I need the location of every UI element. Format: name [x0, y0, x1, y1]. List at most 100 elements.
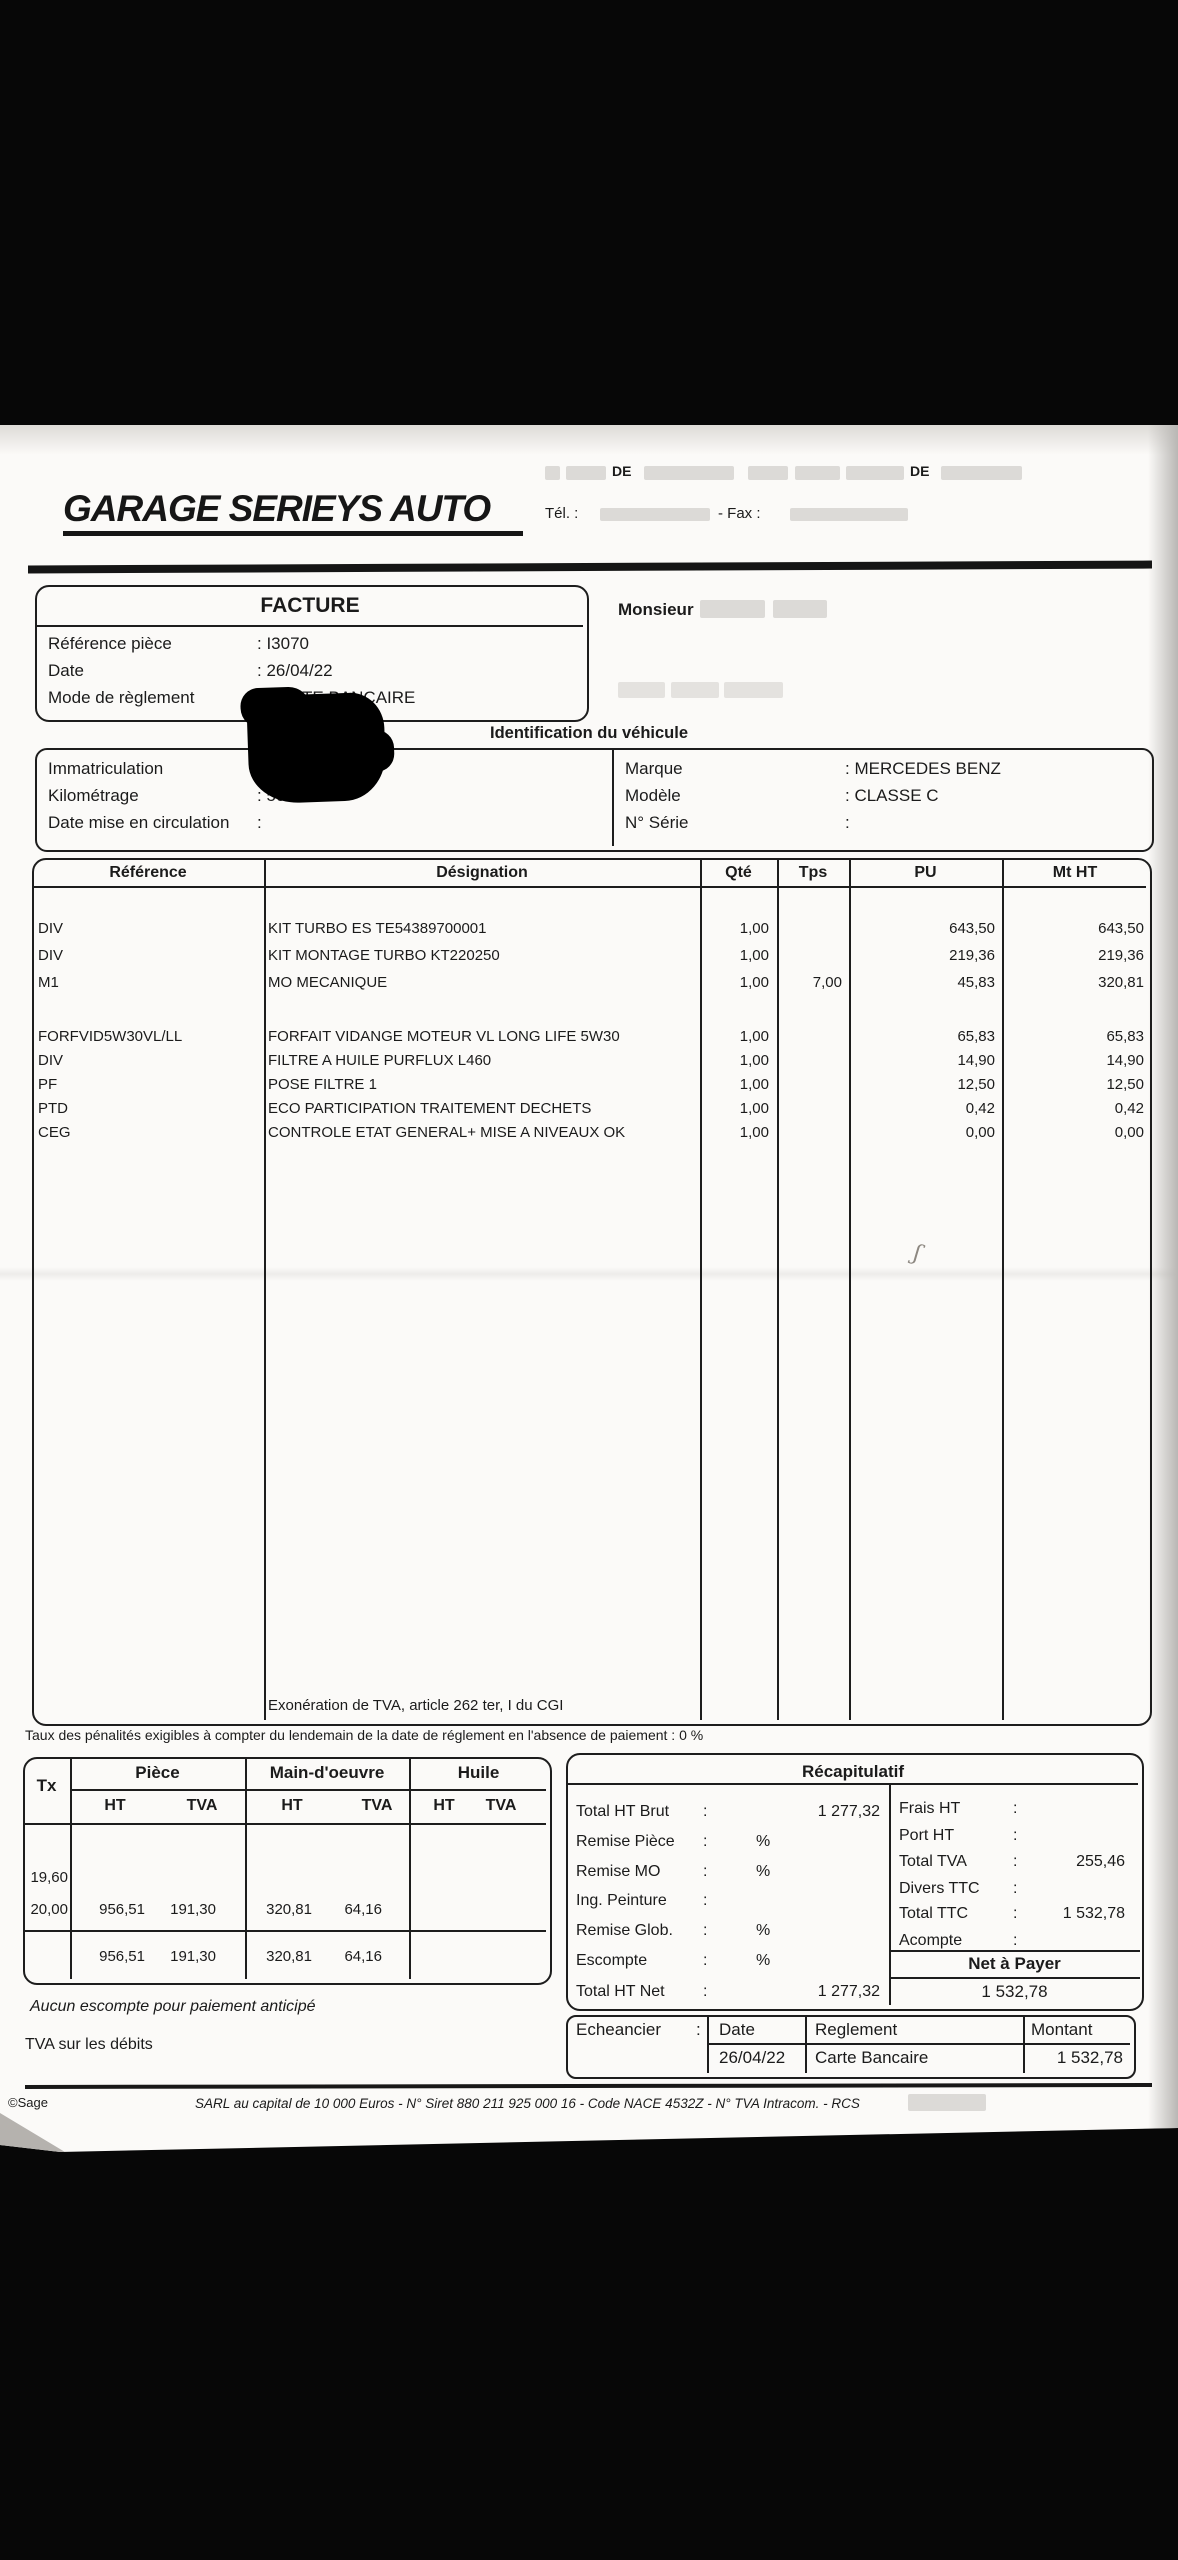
- tax-group-underline: [70, 1789, 546, 1791]
- recap-row: Ing. Peinture:: [566, 1892, 1140, 1912]
- redacted-address: [846, 466, 904, 480]
- recap-colon: :: [703, 1952, 708, 1969]
- redacted-address: [566, 466, 606, 480]
- modele-label: Modèle: [625, 786, 681, 805]
- modele-value: : CLASSE C: [845, 786, 939, 805]
- recap-row: Total HT Net: 1 277,32: [566, 1983, 1140, 2003]
- tva-exoneration-note: Exonération de TVA, article 262 ter, I d…: [268, 1697, 564, 1714]
- items-col-divider-pu: [1002, 860, 1004, 1720]
- escompte-note: Aucun escompte pour paiement anticipé: [30, 1998, 316, 2015]
- recap-label: Total TVA: [899, 1853, 967, 1870]
- item-designation: ECO PARTICIPATION TRAITEMENT DECHETS: [268, 1100, 592, 1117]
- table-row: PTD ECO PARTICIPATION TRAITEMENT DECHETS 1…: [32, 1100, 1148, 1122]
- recap-row: Remise Pièce:%: [566, 1833, 1140, 1853]
- item-ref: DIV: [38, 920, 64, 937]
- item-pu: 65,83: [957, 1028, 995, 1045]
- tax-col-divider-mo: [409, 1759, 411, 1979]
- recap-title-underline: [568, 1783, 1138, 1785]
- tax-total-mo-ht: 320,81: [266, 1948, 312, 1965]
- items-header-pu: PU: [914, 864, 937, 881]
- schedule-col-divider: [1023, 2017, 1025, 2073]
- recap-value: 1 277,32: [817, 1803, 880, 1820]
- redacted-client-name: [773, 600, 827, 618]
- recap-label: Total TTC: [899, 1905, 969, 1922]
- company-name: GARAGE SERIEYS AUTO: [63, 488, 491, 529]
- tel-label: Tél. :: [545, 505, 579, 522]
- recap-colon: :: [703, 1803, 708, 1820]
- schedule-col-divider: [805, 2017, 807, 2073]
- item-ref: PF: [38, 1076, 58, 1093]
- address-de-word: DE: [612, 463, 632, 479]
- tax-header-underline: [25, 1823, 546, 1825]
- item-qte: 1,00: [739, 974, 769, 991]
- tax-total-piece-tva: 191,30: [170, 1948, 216, 1965]
- date-label: Date: [48, 661, 84, 680]
- tax-sub-tva: TVA: [186, 1797, 218, 1814]
- items-header-tps: Tps: [798, 864, 828, 881]
- paper-crease: [0, 1267, 1178, 1281]
- reference-value: : I3070: [257, 634, 309, 653]
- recap-colon: :: [1013, 1932, 1018, 1949]
- redacted-address: [545, 466, 560, 480]
- recap-label: Remise Pièce: [576, 1833, 675, 1850]
- recap-label: Divers TTC: [899, 1880, 980, 1897]
- invoice-title: FACTURE: [35, 594, 585, 617]
- recap-pct: %: [756, 1922, 771, 1939]
- items-col-divider-qte: [777, 860, 779, 1720]
- item-qte: 1,00: [739, 1076, 769, 1093]
- item-designation: CONTROLE ETAT GENERAL+ MISE A NIVEAUX OK: [268, 1124, 626, 1141]
- item-pu: 643,50: [949, 920, 995, 937]
- tax-sub-ht: HT: [433, 1797, 455, 1814]
- immatriculation-label: Immatriculation: [48, 759, 164, 778]
- item-pu: 0,42: [965, 1100, 995, 1117]
- item-ref: M1: [38, 974, 59, 991]
- tax-col-divider-tx: [70, 1759, 72, 1979]
- item-mt: 0,42: [1114, 1100, 1144, 1117]
- item-pu: 14,90: [957, 1052, 995, 1069]
- item-designation: FORFAIT VIDANGE MOTEUR VL LONG LIFE 5W30: [268, 1028, 620, 1045]
- tax-table: [23, 1757, 552, 1985]
- item-designation: MO MECANIQUE: [268, 974, 388, 991]
- item-mt: 219,36: [1098, 947, 1144, 964]
- recap-row: Remise MO:%: [566, 1863, 1140, 1883]
- item-qte: 1,00: [739, 1052, 769, 1069]
- recap-label: Total HT Brut: [576, 1803, 670, 1820]
- schedule-header-reglement: Reglement: [815, 2020, 898, 2039]
- marque-value: : MERCEDES BENZ: [845, 759, 1001, 778]
- redacted-client-address: [618, 682, 665, 698]
- net-a-payer-label: Net à Payer: [968, 1954, 1061, 1973]
- table-row: DIV FILTRE A HUILE PURFLUX L460 1,00 14,90 1…: [32, 1052, 1148, 1074]
- items-col-divider-des: [700, 860, 702, 1720]
- items-header-underline: [34, 886, 1146, 888]
- table-row: DIV KIT MONTAGE TURBO KT220250 1,00 219,36 2…: [32, 947, 1148, 969]
- table-row: FORFVID5W30VL/LL FORFAIT VIDANGE MOTEUR V…: [32, 1028, 1148, 1050]
- schedule-header-echeancier: Echeancier: [576, 2020, 662, 2039]
- recap-label: Escompte: [576, 1952, 648, 1969]
- item-tps: 7,00: [812, 974, 842, 991]
- redacted-client-name: [700, 600, 765, 618]
- tax-mo-tva: 64,16: [344, 1901, 382, 1918]
- tax-piece-ht: 956,51: [99, 1901, 145, 1918]
- recap-colon: :: [1013, 1880, 1018, 1897]
- paper-top-shadow: [0, 425, 1178, 455]
- item-ref: DIV: [38, 1052, 64, 1069]
- item-pu: 12,50: [957, 1076, 995, 1093]
- tax-group-huile: Huile: [457, 1763, 500, 1782]
- item-mt: 0,00: [1114, 1124, 1144, 1141]
- recap-label: Remise MO: [576, 1863, 661, 1880]
- recap-colon: :: [703, 1983, 708, 2000]
- recap-row-right: Divers TTC:: [566, 1880, 1140, 1900]
- items-header-mtht: Mt HT: [1052, 864, 1098, 881]
- net-a-payer-top-line: [889, 1950, 1140, 1952]
- recap-colon: :: [703, 1833, 708, 1850]
- serie-label: N° Série: [625, 813, 689, 832]
- recap-row: Remise Glob.:%: [566, 1922, 1140, 1942]
- items-header-qte: Qté: [725, 864, 752, 881]
- table-row: DIV KIT TURBO ES TE54389700001 1,00 643,50 6…: [32, 920, 1148, 942]
- tax-group-mo: Main-d'oeuvre: [269, 1763, 385, 1782]
- vehicle-section-title-text: Identification du véhicule: [489, 724, 689, 742]
- invoice-paper: [0, 425, 1178, 2152]
- recap-row-right: Frais HT:: [566, 1800, 1140, 1820]
- recap-colon: :: [703, 1863, 708, 1880]
- serie-value: :: [845, 813, 850, 832]
